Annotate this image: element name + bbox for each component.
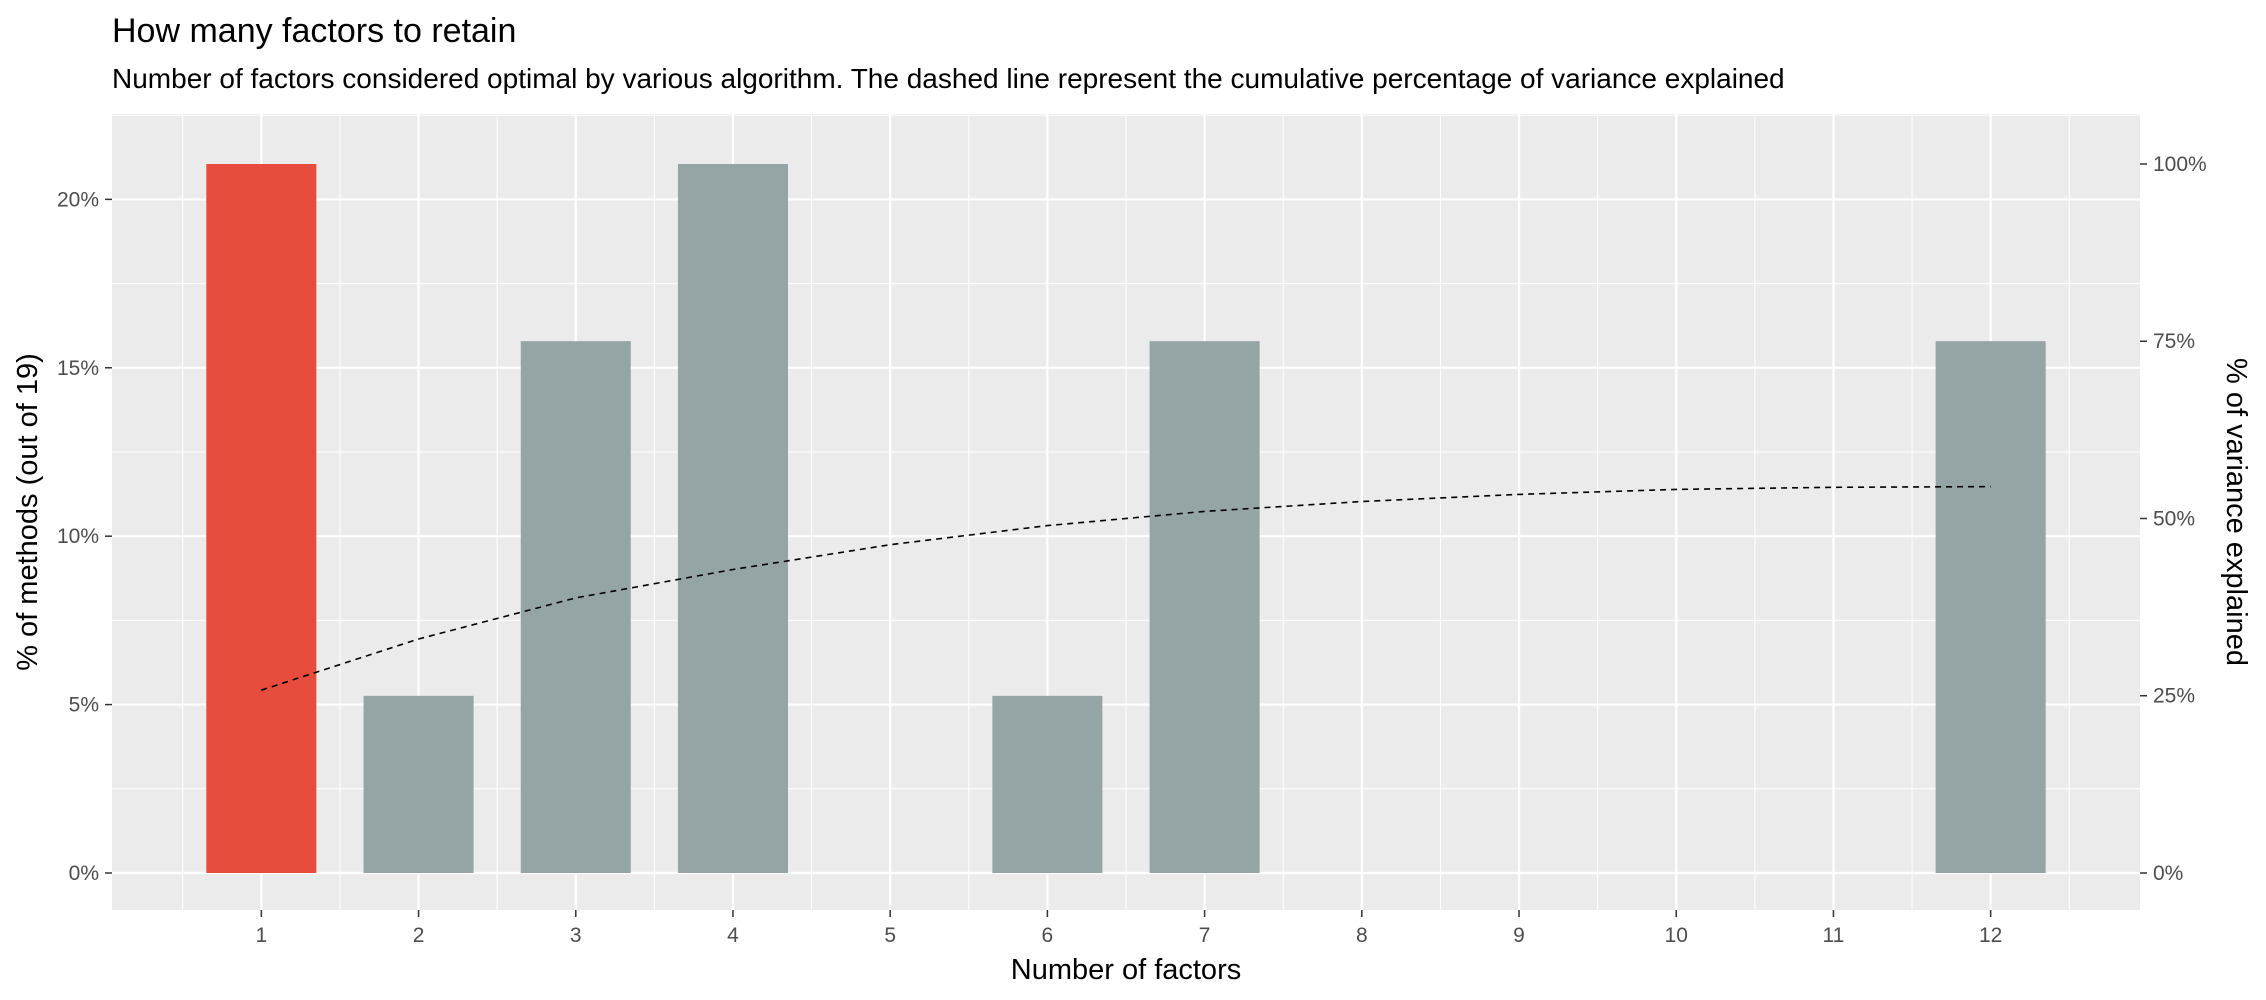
y2-tick-label: 50% bbox=[2153, 507, 2195, 530]
x-tick-label: 6 bbox=[1042, 924, 1054, 947]
y2-tick-label: 100% bbox=[2153, 153, 2207, 176]
x-tick-label: 5 bbox=[884, 924, 896, 947]
y2-tick-label: 0% bbox=[2153, 862, 2183, 885]
y-tick-label: 15% bbox=[57, 357, 99, 380]
y2-tick-label: 75% bbox=[2153, 330, 2195, 353]
chart-title: How many factors to retain bbox=[112, 12, 516, 50]
secondary-y-axis-title: % of variance explained bbox=[2220, 358, 2252, 666]
y-tick-label: 20% bbox=[57, 188, 99, 211]
bar-12 bbox=[1936, 341, 2046, 873]
y-tick-label: 10% bbox=[57, 525, 99, 548]
x-tick-label: 8 bbox=[1356, 924, 1368, 947]
bar-6 bbox=[992, 696, 1102, 873]
x-tick-label: 9 bbox=[1513, 924, 1525, 947]
bar-1 bbox=[206, 164, 316, 873]
x-tick-label: 12 bbox=[1979, 924, 2002, 947]
x-axis-title: Number of factors bbox=[1011, 954, 1241, 986]
bar-4 bbox=[678, 164, 788, 873]
x-tick-label: 7 bbox=[1199, 924, 1211, 947]
x-tick-label: 10 bbox=[1665, 924, 1688, 947]
x-tick-label: 11 bbox=[1823, 924, 1845, 947]
y-tick-label: 5% bbox=[69, 694, 99, 717]
x-tick-label: 4 bbox=[727, 924, 739, 947]
chart-subtitle: Number of factors considered optimal by … bbox=[112, 63, 1785, 94]
bar-7 bbox=[1150, 341, 1260, 873]
x-tick-label: 2 bbox=[413, 924, 425, 947]
y2-tick-label: 25% bbox=[2153, 685, 2195, 708]
bar-2 bbox=[364, 696, 474, 873]
y-tick-label: 0% bbox=[69, 862, 99, 885]
y-axis-title: % of methods (out of 19) bbox=[12, 353, 44, 671]
bar-3 bbox=[521, 341, 631, 873]
x-tick-label: 3 bbox=[570, 924, 582, 947]
x-tick-label: 1 bbox=[256, 924, 268, 947]
